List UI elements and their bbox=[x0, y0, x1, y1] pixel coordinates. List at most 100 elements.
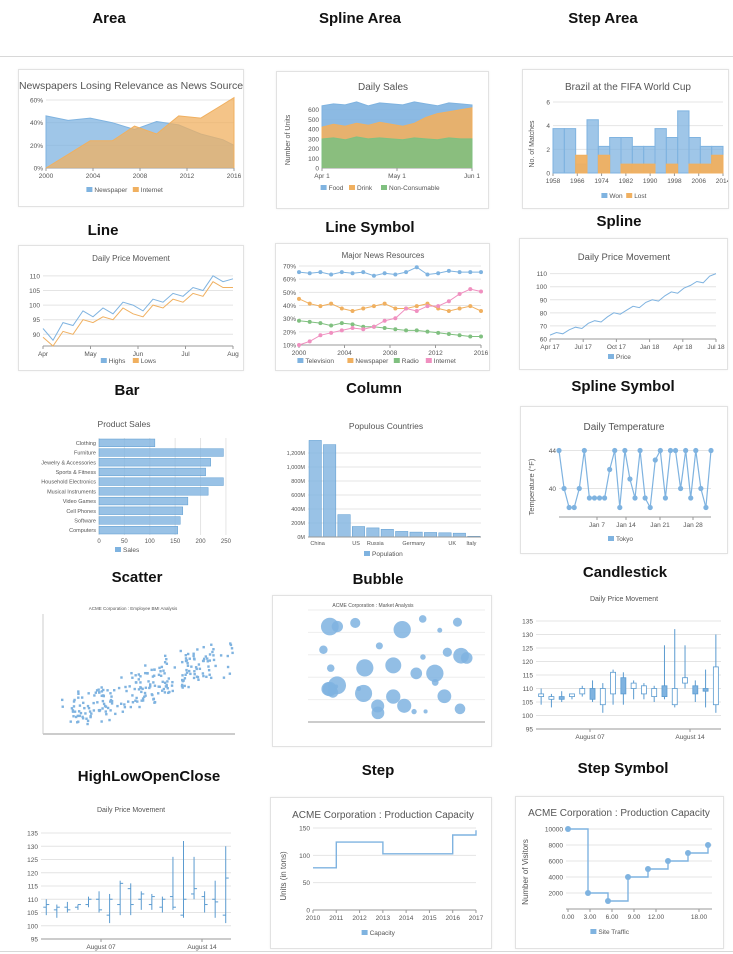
bubble-chart: ACME Corporation : Market Analysis bbox=[272, 595, 492, 747]
x-tick-label: 2006 bbox=[691, 178, 706, 185]
scatter-point bbox=[109, 700, 112, 703]
data-point bbox=[297, 318, 301, 323]
scatter-point bbox=[202, 645, 205, 649]
y-tick-label: 0 bbox=[315, 166, 319, 173]
bubble-point bbox=[420, 654, 426, 660]
x-tick-label: Jan 14 bbox=[616, 522, 636, 529]
data-point bbox=[393, 327, 398, 332]
column-bar bbox=[409, 531, 423, 538]
data-point bbox=[457, 270, 462, 275]
scatter-point bbox=[163, 691, 167, 694]
y-tick-label: 8000 bbox=[549, 843, 564, 850]
scatter-point bbox=[125, 689, 128, 693]
column-bar bbox=[337, 514, 351, 538]
legend-label: Non-Consumable bbox=[389, 185, 440, 192]
x-tick-label: 6.00 bbox=[606, 914, 619, 921]
bubble-point bbox=[418, 615, 427, 623]
footer-divider bbox=[0, 951, 733, 952]
scatter-point bbox=[153, 701, 156, 704]
scatter-point bbox=[194, 666, 198, 669]
scatter-point bbox=[168, 690, 171, 694]
data-point bbox=[617, 504, 623, 511]
step-segment bbox=[631, 163, 645, 174]
data-point bbox=[708, 447, 714, 454]
data-point bbox=[329, 330, 334, 335]
data-point bbox=[622, 447, 628, 454]
x-tick-label: Jan 18 bbox=[640, 344, 660, 351]
x-tick-label: Jan 7 bbox=[589, 522, 605, 529]
scatter-point bbox=[78, 704, 82, 707]
scatter-point bbox=[184, 673, 187, 677]
chart-title: ACME Corporation : Market Analysis bbox=[332, 603, 414, 609]
data-point bbox=[645, 866, 651, 872]
legend-swatch bbox=[425, 358, 432, 363]
y-tick-label: 0% bbox=[34, 166, 44, 173]
data-point bbox=[404, 270, 409, 275]
y-tick-label: 50% bbox=[283, 290, 296, 297]
data-point bbox=[457, 306, 462, 311]
scatter-point bbox=[161, 680, 164, 684]
data-point bbox=[637, 447, 643, 454]
x-tick-label: 1974 bbox=[594, 178, 609, 185]
data-point bbox=[307, 301, 312, 306]
bubble-point bbox=[431, 679, 439, 686]
scatter-point bbox=[193, 670, 196, 673]
x-tick-label: 0 bbox=[97, 539, 101, 545]
scatter-point bbox=[79, 711, 83, 715]
x-tick-label: 2000 bbox=[39, 173, 54, 180]
chart-title: ACME Corporation : Production Capacity bbox=[292, 810, 474, 821]
scatter-point bbox=[146, 671, 149, 675]
scatter-point bbox=[71, 710, 75, 713]
step-segment bbox=[677, 110, 690, 174]
header-spline: Spline bbox=[596, 213, 642, 230]
scatter-point bbox=[100, 720, 103, 723]
x-tick-label: 1958 bbox=[546, 178, 561, 185]
y-tick-label: 500 bbox=[308, 117, 319, 124]
y-tick-label: 95 bbox=[33, 317, 41, 324]
line-chart: Daily Price Movement 90 95 100 105 110 Apr May J… bbox=[18, 245, 244, 371]
chart-title: Daily Temperature bbox=[584, 422, 665, 433]
legend-swatch bbox=[608, 536, 614, 541]
step-segment bbox=[711, 154, 724, 174]
x-tick-label: 2016 bbox=[227, 173, 242, 180]
x-tick-label: 50 bbox=[121, 539, 128, 545]
scatter-point bbox=[88, 710, 92, 713]
data-point bbox=[436, 330, 441, 335]
legend-swatch bbox=[626, 193, 633, 198]
x-tick-label: Jul bbox=[181, 351, 190, 358]
data-point bbox=[703, 504, 709, 511]
legend-label: Lost bbox=[634, 193, 646, 200]
y-tick-label: 115 bbox=[28, 884, 39, 891]
y-tick-label: 600M bbox=[291, 493, 305, 499]
data-point bbox=[667, 447, 674, 454]
data-point bbox=[698, 485, 704, 492]
line-series-0 bbox=[42, 275, 234, 342]
y-tick-label: 70 bbox=[540, 323, 548, 330]
column-chart: Populous Countries 0M 200M 400M 600M 800M 1,00… bbox=[275, 408, 488, 562]
data-point bbox=[479, 334, 483, 339]
y-tick-label: 10% bbox=[283, 343, 296, 350]
x-tick-label: Jul 18 bbox=[707, 344, 725, 351]
y-tick-label: 90 bbox=[33, 332, 41, 339]
bubble-point bbox=[437, 689, 452, 704]
bubble-point bbox=[385, 657, 402, 674]
scatter-point bbox=[87, 692, 90, 695]
scatter-chart: ACME Corporation : Employee BMI Analysis bbox=[24, 601, 242, 749]
y-tick-label: 100 bbox=[308, 156, 319, 163]
y-tick-label: 0M bbox=[297, 535, 305, 541]
x-tick-label: 1966 bbox=[570, 178, 585, 185]
scatter-point bbox=[180, 683, 184, 687]
data-point bbox=[425, 329, 430, 334]
legend-label: Newspaper bbox=[94, 187, 128, 194]
x-tick-label: 200 bbox=[196, 539, 207, 545]
scatter-point bbox=[170, 684, 174, 687]
x-tick-label: 1982 bbox=[619, 178, 634, 185]
chart-title: Populous Countries bbox=[349, 421, 423, 431]
y-tick-label: 105 bbox=[27, 910, 38, 917]
y-tick-label: 2000 bbox=[549, 891, 564, 898]
chart-title: Daily Price Movement bbox=[97, 807, 165, 814]
y-tick-label: 70% bbox=[283, 264, 296, 271]
column-bar bbox=[366, 527, 380, 538]
scatter-point bbox=[152, 674, 156, 677]
data-point bbox=[318, 304, 323, 309]
